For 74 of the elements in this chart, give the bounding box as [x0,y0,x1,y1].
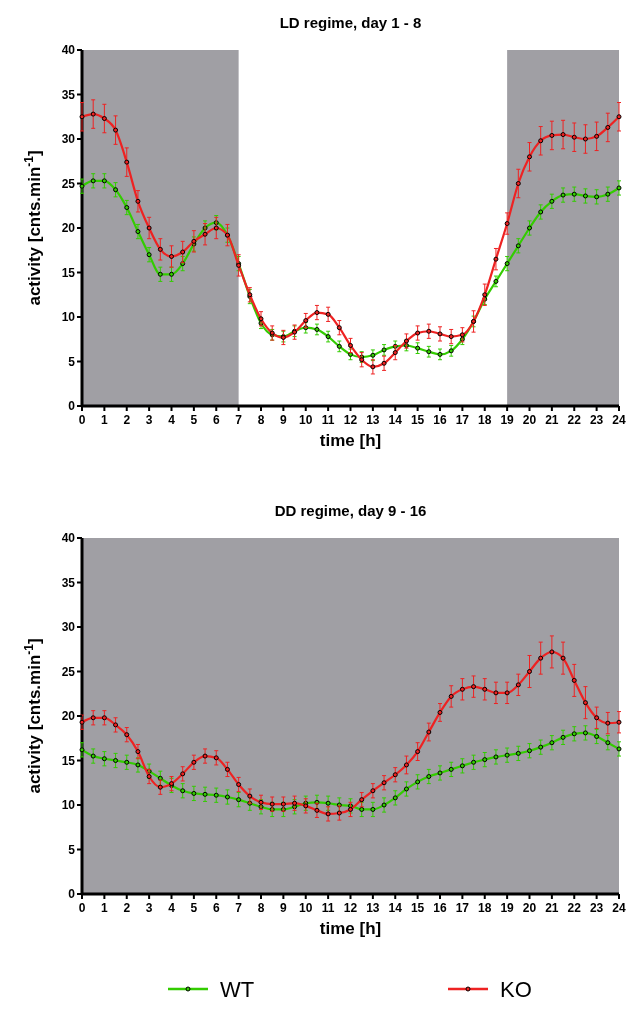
x-tick-label: 0 [78,901,86,915]
x-tick-label: 8 [257,901,265,915]
x-tick-label: 17 [455,413,470,427]
x-tick-label: 1 [101,901,109,915]
x-tick-label: 10 [299,901,313,915]
x-tick-label: 7 [235,413,243,427]
x-tick-label: 12 [343,901,358,915]
x-tick-label: 2 [123,413,131,427]
x-tick-label: 23 [589,413,604,427]
y-tick-label: 40 [61,531,76,545]
x-tick-label: 10 [299,413,313,427]
x-tick-label: 13 [366,413,380,427]
x-tick-label: 13 [366,901,380,915]
y-tick-label: 20 [61,709,76,723]
x-tick-label: 16 [433,901,447,915]
x-tick-label: 0 [78,413,86,427]
x-tick-label: 5 [190,413,198,427]
x-tick-label: 17 [455,901,470,915]
x-tick-label: 5 [190,901,198,915]
chart-title: DD regime, day 9 - 16 [274,502,427,519]
x-tick-label: 24 [612,413,626,427]
x-tick-label: 2 [123,901,131,915]
legend-label: KO [500,977,532,1002]
y-tick-label: 15 [61,265,76,280]
y-tick-label: 5 [68,354,76,369]
y-tick-label: 10 [61,310,76,324]
x-tick-label: 24 [612,901,626,915]
y-tick-label: 20 [61,221,76,235]
x-tick-label: 19 [500,901,515,915]
x-tick-label: 21 [545,901,559,915]
x-tick-label: 15 [410,901,425,915]
x-tick-label: 6 [212,901,220,915]
x-axis-title: time [h] [319,431,382,450]
y-tick-label: 35 [61,87,76,102]
chart-title: LD regime, day 1 - 8 [279,14,422,31]
x-tick-label: 9 [280,413,288,427]
y-tick-label: 0 [68,887,76,901]
x-tick-label: 20 [522,413,537,427]
y-tick-label: 25 [61,664,76,679]
x-tick-label: 23 [589,901,604,915]
x-tick-label: 3 [145,413,153,427]
x-tick-label: 4 [168,413,176,427]
x-tick-label: 19 [500,413,515,427]
y-tick-label: 5 [68,842,76,857]
x-tick-label: 1 [101,413,109,427]
x-tick-label: 20 [522,901,537,915]
y-tick-label: 0 [68,399,76,413]
x-tick-label: 4 [168,901,176,915]
x-tick-label: 16 [433,413,447,427]
x-tick-label: 22 [567,413,582,427]
y-tick-label: 30 [61,620,76,634]
x-tick-label: 12 [343,413,358,427]
y-tick-label: 30 [61,132,76,146]
x-tick-label: 3 [145,901,153,915]
x-tick-label: 8 [257,413,265,427]
x-tick-label: 11 [321,413,335,427]
x-tick-label: 7 [235,901,243,915]
y-tick-label: 40 [61,43,76,57]
x-tick-label: 9 [280,901,288,915]
x-tick-label: 14 [388,901,403,915]
x-tick-label: 15 [410,413,425,427]
legend-label: WT [220,977,255,1002]
x-tick-label: 21 [545,413,559,427]
x-tick-label: 11 [321,901,335,915]
y-tick-label: 25 [61,176,76,191]
y-tick-label: 10 [61,798,76,812]
y-tick-label: 15 [61,753,76,768]
x-tick-label: 22 [567,901,582,915]
x-tick-label: 18 [478,413,492,427]
x-axis-title: time [h] [319,919,382,938]
x-tick-label: 6 [212,413,220,427]
x-tick-label: 18 [478,901,492,915]
y-tick-label: 35 [61,575,76,590]
x-tick-label: 14 [388,413,403,427]
